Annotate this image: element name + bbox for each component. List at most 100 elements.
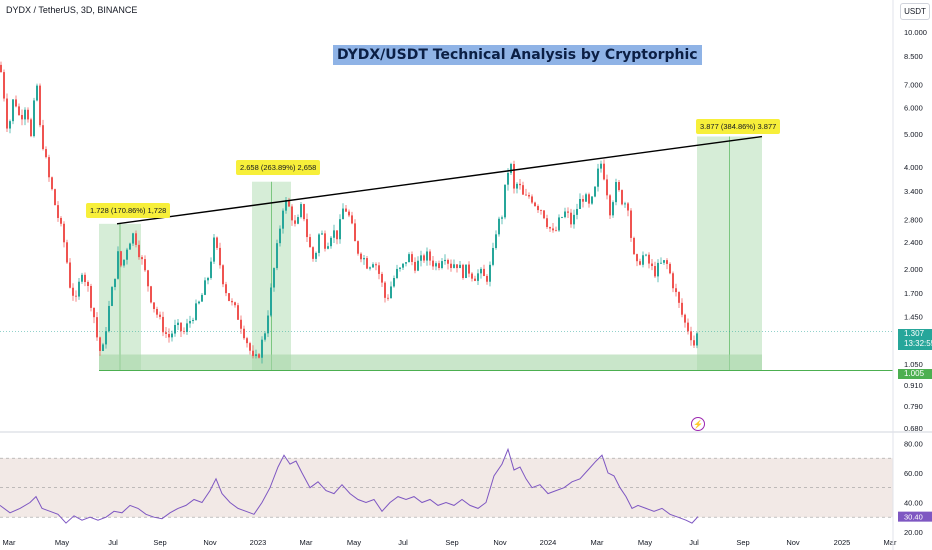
candle-body [663, 260, 665, 263]
flash-icon[interactable]: ⚡ [691, 417, 705, 431]
candle-body [507, 172, 509, 185]
candle-body [435, 263, 437, 267]
candle-body [414, 261, 416, 271]
candle-body [105, 331, 107, 345]
candle-body [357, 241, 359, 254]
candle-body [387, 297, 389, 299]
candle-body [657, 262, 659, 277]
time-tick-label: Nov [493, 538, 507, 547]
candle-body [216, 237, 218, 248]
candle-body [150, 286, 152, 303]
time-tick-label: Sep [153, 538, 166, 547]
candle-body [231, 300, 233, 303]
measure-zones [0, 136, 893, 371]
candle-body [48, 157, 50, 178]
candle-body [27, 109, 29, 120]
candle-body [567, 211, 569, 213]
candle-body [354, 223, 356, 242]
candle-body [471, 273, 473, 279]
candle-body [369, 267, 371, 269]
price-tick-label: 1.700 [904, 289, 923, 298]
time-tick-label: Jul [108, 538, 118, 547]
candle-body [450, 263, 452, 268]
rsi-tick-label: 20.00 [904, 528, 923, 537]
candle-body [627, 203, 629, 211]
candle-body [90, 285, 92, 308]
candle-body [264, 333, 266, 340]
candle-body [498, 218, 500, 235]
time-tick-label: Mar [3, 538, 16, 547]
candle-body [45, 149, 47, 158]
currency-badge[interactable]: USDT [900, 3, 930, 20]
candle-body [348, 211, 350, 216]
candle-body [420, 255, 422, 261]
candle-body [330, 237, 332, 247]
candle-body [495, 234, 497, 248]
time-axis[interactable]: Mar May Jul Sep Nov 2023 Mar May Jul Sep Nov 2024 Ma… [3, 538, 897, 547]
candle-body [552, 228, 554, 231]
candle-body [393, 277, 395, 287]
candles [0, 61, 698, 364]
candle-body [594, 186, 596, 197]
candle-body [600, 163, 602, 169]
candle-body [576, 208, 578, 215]
candle-body [192, 319, 194, 321]
countdown-value: 13:32:55 [904, 339, 932, 348]
candle-body [504, 184, 506, 218]
candle-body [570, 212, 572, 225]
candle-body [561, 217, 563, 218]
candle-body [111, 287, 113, 306]
time-tick-label: May [55, 538, 69, 547]
candle-body [207, 277, 209, 281]
candle-body [609, 195, 611, 216]
price-axis[interactable]: 10.000 8.500 7.000 6.000 5.000 4.000 3.400 2.80… [904, 28, 927, 433]
candle-body [519, 183, 521, 186]
candle-body [33, 100, 35, 137]
candle-body [690, 331, 692, 341]
candle-body [432, 260, 434, 267]
candle-body [297, 217, 299, 224]
candle-body [126, 249, 128, 260]
candle-body [645, 254, 647, 256]
price-tick-label: 2.800 [904, 216, 923, 225]
candle-body [156, 308, 158, 315]
candle-body [261, 339, 263, 358]
time-tick-label: 2025 [834, 538, 851, 547]
candle-body [534, 202, 536, 207]
price-tick-label: 3.400 [904, 187, 923, 196]
price-tick-label: 8.500 [904, 52, 923, 61]
candle-body [597, 168, 599, 187]
overlays [116, 135, 763, 225]
candle-body [606, 179, 608, 196]
candle-body [405, 262, 407, 264]
candle-body [342, 208, 344, 220]
rsi-current-badge [898, 511, 932, 522]
candle-body [447, 259, 449, 264]
candle-body [672, 273, 674, 289]
candle-body [429, 251, 431, 261]
support-price-badge: 1.005 [898, 369, 932, 379]
candle-body [168, 333, 170, 338]
candle-body [21, 114, 23, 120]
candle-body [501, 217, 503, 219]
candle-body [36, 85, 38, 101]
candle-body [633, 237, 635, 255]
candle-body [189, 320, 191, 324]
candle-body [93, 307, 95, 318]
candle-body [225, 284, 227, 294]
candle-body [411, 254, 413, 262]
time-tick-label: Mar [300, 538, 313, 547]
time-tick-label: 2024 [540, 538, 557, 547]
candle-body [312, 247, 314, 259]
candle-body [675, 288, 677, 293]
candle-body [120, 251, 122, 266]
candle-body [273, 268, 275, 288]
candle-body [282, 210, 284, 229]
candle-body [489, 264, 491, 282]
candle-body [75, 295, 77, 297]
candle-body [666, 260, 668, 264]
candle-body [210, 261, 212, 278]
candle-body [306, 219, 308, 238]
candle-body [642, 255, 644, 265]
